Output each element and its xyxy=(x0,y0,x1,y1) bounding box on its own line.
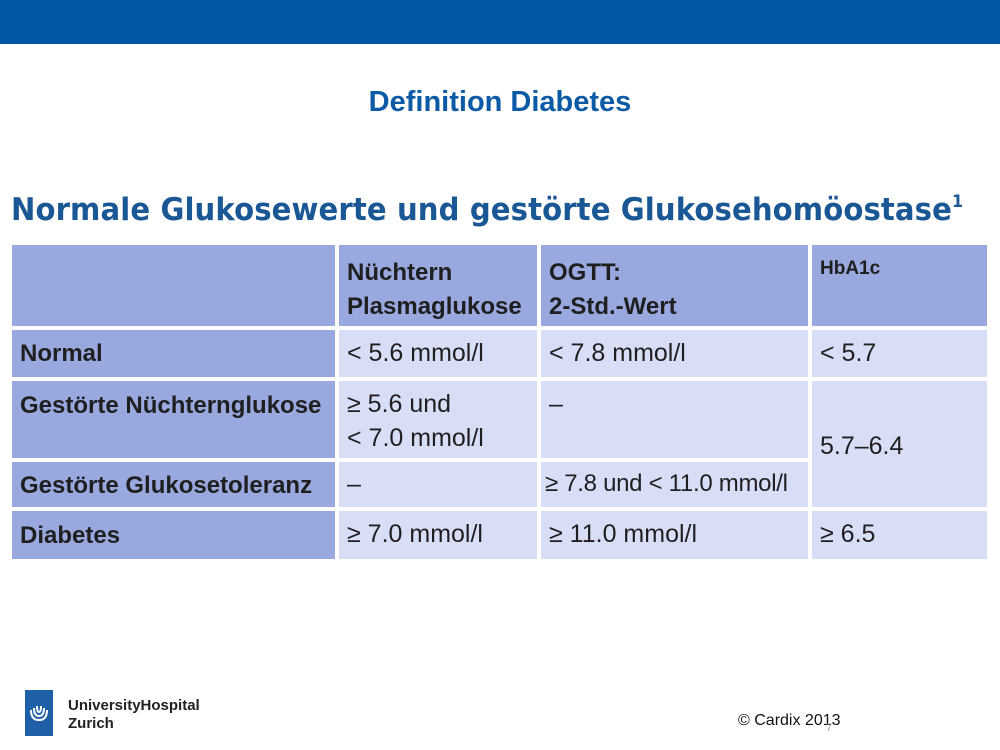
cell-line: ≥ 5.6 und xyxy=(347,390,452,418)
copyright-notice: © Cardix 2013 xyxy=(738,712,841,729)
header-line: 2-Std.-Wert xyxy=(549,293,677,320)
cell-diabetes-fasting: ≥ 7.0 mmol/l xyxy=(339,511,537,559)
header-line: Plasmaglukose xyxy=(347,293,522,320)
table-header-fasting: Nüchtern Plasmaglukose xyxy=(339,245,537,326)
cell-normal-hba1c: < 5.7 xyxy=(812,330,987,377)
footnote-marker: 1 xyxy=(951,191,964,212)
cell-impaired-fasting-ogtt: – xyxy=(541,381,808,458)
brand-line: UniversityHospital xyxy=(68,697,200,714)
header-line: Nüchtern xyxy=(347,259,453,286)
top-banner xyxy=(0,0,1000,44)
slide-title: Definition Diabetes xyxy=(368,86,632,118)
cell-line: < 7.0 mmol/l xyxy=(347,424,484,452)
page-number: 7 xyxy=(826,722,833,734)
cell-diabetes-hba1c: ≥ 6.5 xyxy=(812,511,987,559)
table-heading: Normale Glukosewerte und gestörte Glukos… xyxy=(11,192,963,228)
brand-line: Zurich xyxy=(68,715,114,732)
hospital-logo-icon xyxy=(25,690,53,736)
row-label-normal: Normal xyxy=(12,330,335,377)
table-header-ogtt: OGTT: 2-Std.-Wert xyxy=(541,245,808,326)
header-line: OGTT: xyxy=(549,259,621,286)
cell-impaired-fasting-fasting: ≥ 5.6 und < 7.0 mmol/l xyxy=(339,381,537,458)
cell-normal-fasting: < 5.6 mmol/l xyxy=(339,330,537,377)
row-label-impaired-tolerance: Gestörte Glukosetoleranz xyxy=(12,462,335,507)
cell-diabetes-ogtt: ≥ 11.0 mmol/l xyxy=(541,511,808,559)
cell-impaired-tolerance-ogtt: ≥ 7.8 und < 11.0 mmol/l xyxy=(541,462,808,507)
hospital-name: UniversityHospital Zurich xyxy=(68,697,200,733)
cell-prediabetes-hba1c: 5.7–6.4 xyxy=(812,381,987,507)
table-heading-text: Normale Glukosewerte und gestörte Glukos… xyxy=(11,192,952,228)
row-label-impaired-fasting: Gestörte Nüchternglukose xyxy=(12,381,335,458)
cell-impaired-tolerance-fasting: – xyxy=(339,462,537,507)
cell-normal-ogtt: < 7.8 mmol/l xyxy=(541,330,808,377)
row-label-diabetes: Diabetes xyxy=(12,511,335,559)
table-header-hba1c: HbA1c xyxy=(812,245,987,326)
table-header-empty xyxy=(12,245,335,326)
